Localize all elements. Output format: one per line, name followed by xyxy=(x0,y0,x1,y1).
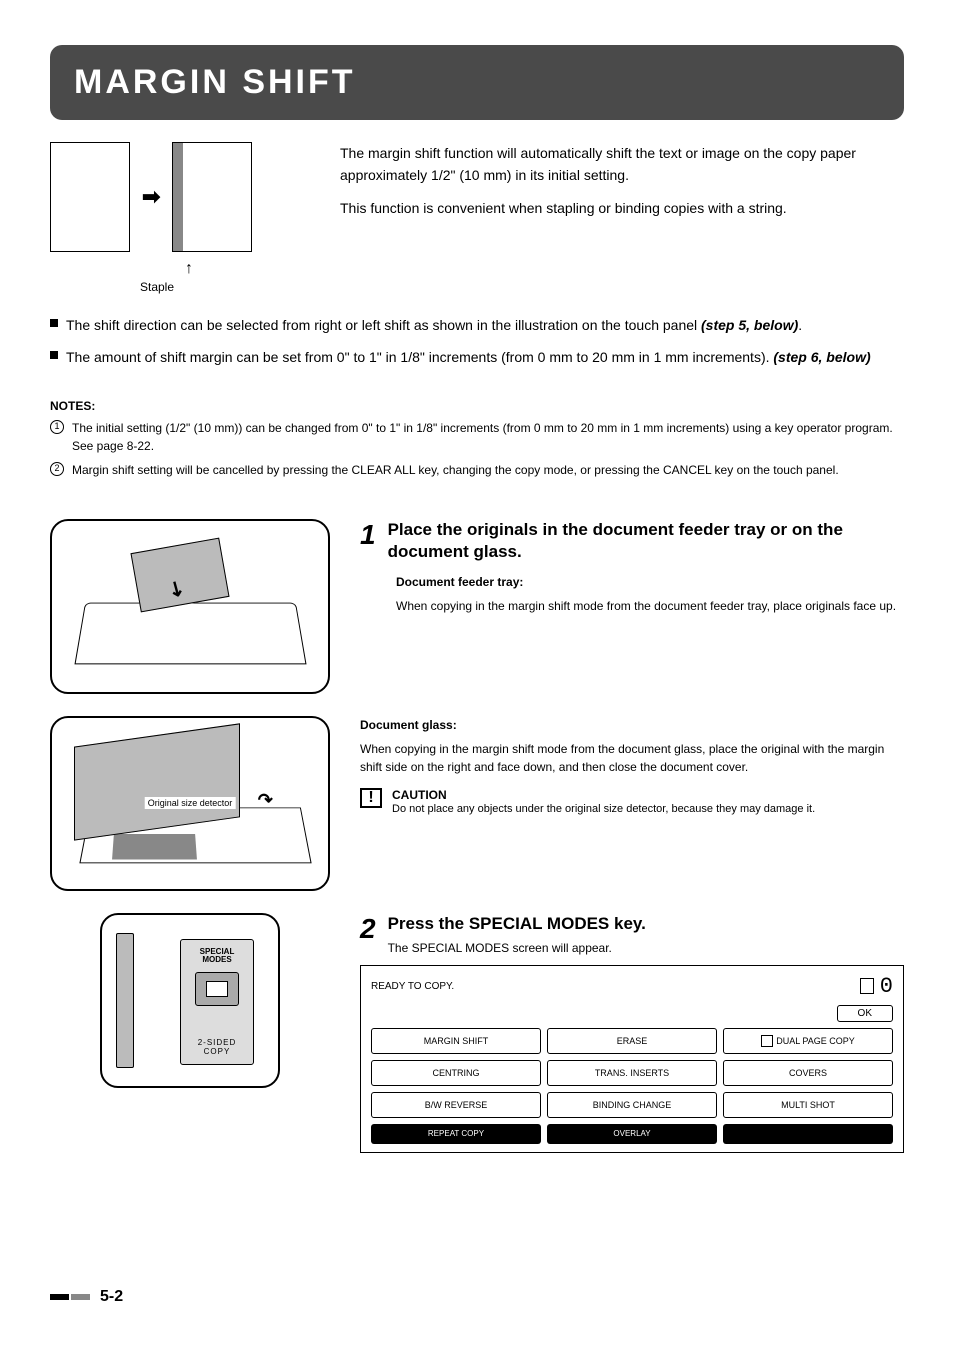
caution-block: ! CAUTION Do not place any objects under… xyxy=(360,788,904,817)
button-label: REPEAT COPY xyxy=(428,1129,484,1138)
trans-inserts-button[interactable]: TRANS. INSERTS xyxy=(547,1060,717,1086)
arrow-curve-down-icon: ↷ xyxy=(258,790,273,811)
intro-text: The margin shift function will automatic… xyxy=(340,142,904,294)
note-item: 2 Margin shift setting will be cancelled… xyxy=(50,461,904,479)
bullet-item: The shift direction can be selected from… xyxy=(50,314,904,336)
step-1-glass: ↷ Original size detector Document glass:… xyxy=(50,716,904,891)
button-label: COVERS xyxy=(789,1068,827,1078)
staple-caption: Staple xyxy=(140,280,310,294)
bullet-list: The shift direction can be selected from… xyxy=(50,314,904,369)
intro-p2: This function is convenient when staplin… xyxy=(340,197,904,219)
status-ready-text: READY TO COPY. xyxy=(371,981,454,992)
step-title: Place the originals in the document feed… xyxy=(388,519,904,563)
document-glass-illustration: ↷ Original size detector xyxy=(50,716,330,891)
step-body-text: When copying in the margin shift mode fr… xyxy=(396,597,904,615)
arrow-right-icon: ➡ xyxy=(142,184,160,210)
dual-page-icon xyxy=(761,1035,773,1047)
panel-edge-icon xyxy=(116,933,134,1068)
arrow-up-icon: ↑ xyxy=(185,260,193,278)
copy-count-display: 0 xyxy=(880,974,893,999)
button-label: MULTI SHOT xyxy=(781,1100,835,1110)
step-number: 1 xyxy=(360,519,376,551)
bullet-marker-icon xyxy=(50,319,58,327)
caution-label: CAUTION xyxy=(392,788,815,802)
page-footer: 5-2 xyxy=(50,1288,123,1306)
step-number: 2 xyxy=(360,913,376,955)
button-label: B/W REVERSE xyxy=(425,1100,488,1110)
note-text: Margin shift setting will be cancelled b… xyxy=(72,461,839,479)
page-title: MARGIN SHIFT xyxy=(74,63,880,102)
bullet-item: The amount of shift margin can be set fr… xyxy=(50,346,904,368)
blank-tab[interactable] xyxy=(723,1124,893,1144)
note-number-badge: 1 xyxy=(50,420,64,434)
bw-reverse-button[interactable]: B/W REVERSE xyxy=(371,1092,541,1118)
step-description: The SPECIAL MODES screen will appear. xyxy=(388,941,646,955)
covers-button[interactable]: COVERS xyxy=(723,1060,893,1086)
step-1: ↘ 1 Place the originals in the document … xyxy=(50,519,904,694)
paper-before-icon xyxy=(50,142,130,252)
intro-p1: The margin shift function will automatic… xyxy=(340,142,904,187)
repeat-copy-tab[interactable]: REPEAT COPY xyxy=(371,1124,541,1144)
special-modes-key-label: SPECIALMODES xyxy=(187,948,247,964)
bullet-ref: (step 5, below) xyxy=(701,317,798,333)
notes-block: NOTES: 1 The initial setting (1/2" (10 m… xyxy=(50,399,904,479)
step-title: Press the SPECIAL MODES key. xyxy=(388,913,646,935)
document-feeder-illustration: ↘ xyxy=(50,519,330,694)
bullet-text: . xyxy=(798,317,802,333)
step-sublabel: Document glass: xyxy=(360,718,457,732)
caution-icon: ! xyxy=(360,788,382,808)
margin-shift-button[interactable]: MARGIN SHIFT xyxy=(371,1028,541,1054)
step-sublabel: Document feeder tray: xyxy=(396,575,523,589)
overlay-tab[interactable]: OVERLAY xyxy=(547,1124,717,1144)
footer-mark-icon xyxy=(50,1294,90,1300)
erase-button[interactable]: ERASE xyxy=(547,1028,717,1054)
special-modes-button-icon xyxy=(206,981,228,997)
touch-panel-screen: READY TO COPY. 0 OK MARGIN SHIFT ERASE D… xyxy=(360,965,904,1153)
button-label: BINDING CHANGE xyxy=(593,1100,672,1110)
paper-after-icon xyxy=(172,142,252,252)
margin-shift-diagram: ➡ ↑ Staple xyxy=(50,142,310,294)
bullet-ref: (step 6, below) xyxy=(773,349,870,365)
note-number-badge: 2 xyxy=(50,462,64,476)
button-label: CENTRING xyxy=(433,1068,480,1078)
button-label: DUAL PAGE COPY xyxy=(776,1036,855,1046)
step-2: SPECIALMODES 2-SIDED COPY 2 Press the SP… xyxy=(50,913,904,1153)
original-size-detector-label: Original size detector xyxy=(145,797,236,809)
button-label: ERASE xyxy=(617,1036,648,1046)
ok-button[interactable]: OK xyxy=(837,1005,893,1022)
note-item: 1 The initial setting (1/2" (10 mm)) can… xyxy=(50,419,904,455)
two-sided-copy-hint: 2-SIDED COPY xyxy=(187,1038,247,1056)
special-modes-key-illustration: SPECIALMODES 2-SIDED COPY xyxy=(100,913,280,1088)
caution-text: Do not place any objects under the origi… xyxy=(392,802,815,817)
page-number: 5-2 xyxy=(100,1288,123,1306)
intro-section: ➡ ↑ Staple The margin shift function wil… xyxy=(50,142,904,294)
note-text: The initial setting (1/2" (10 mm)) can b… xyxy=(72,419,904,455)
step-body-text: When copying in the margin shift mode fr… xyxy=(360,740,904,776)
bullet-text: The shift direction can be selected from… xyxy=(66,317,701,333)
multi-shot-button[interactable]: MULTI SHOT xyxy=(723,1092,893,1118)
special-modes-panel-icon: SPECIALMODES 2-SIDED COPY xyxy=(180,939,254,1065)
dual-page-copy-button[interactable]: DUAL PAGE COPY xyxy=(723,1028,893,1054)
bullet-text: The amount of shift margin can be set fr… xyxy=(66,349,773,365)
special-modes-hard-button[interactable] xyxy=(195,972,239,1006)
button-label: MARGIN SHIFT xyxy=(424,1036,489,1046)
original-sheet-icon xyxy=(130,537,229,612)
binding-change-button[interactable]: BINDING CHANGE xyxy=(547,1092,717,1118)
notes-label: NOTES: xyxy=(50,399,904,413)
centring-button[interactable]: CENTRING xyxy=(371,1060,541,1086)
title-banner: MARGIN SHIFT xyxy=(50,45,904,120)
button-label: OVERLAY xyxy=(613,1129,650,1138)
glass-area-icon xyxy=(112,834,197,859)
paper-status-icon xyxy=(860,978,874,994)
bullet-marker-icon xyxy=(50,351,58,359)
button-label: TRANS. INSERTS xyxy=(595,1068,669,1078)
